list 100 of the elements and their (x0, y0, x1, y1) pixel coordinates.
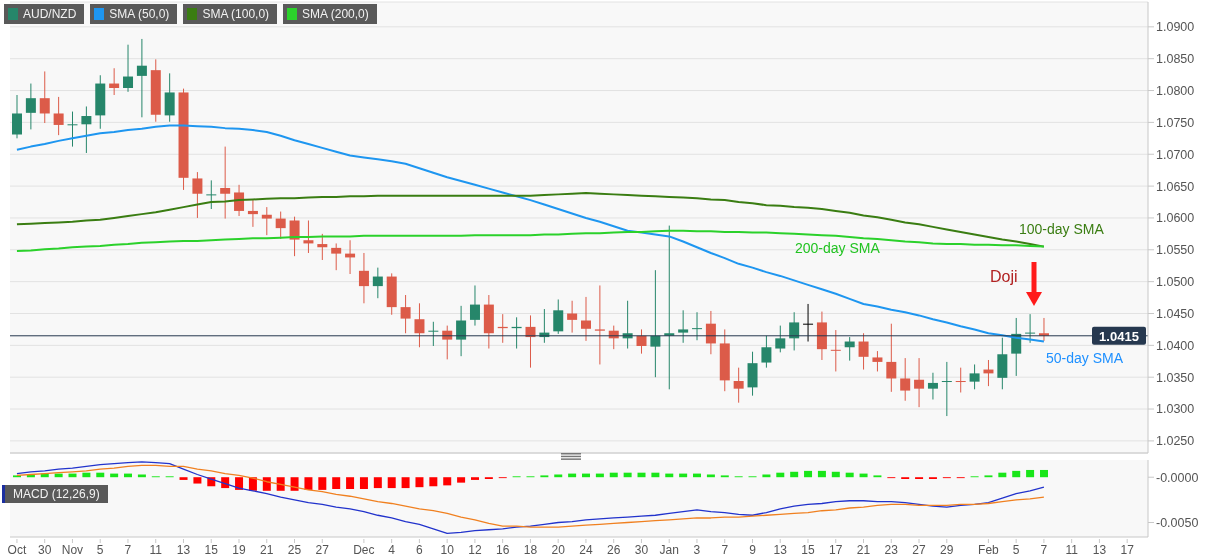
x-tick-label: Feb (978, 543, 1000, 555)
bar (137, 474, 146, 478)
x-tick-label: 27 (912, 543, 927, 555)
x-tick-label: 7 (1040, 543, 1048, 555)
candlestick (317, 233, 328, 261)
x-tick-label: 11 (149, 543, 163, 555)
candlestick (220, 146, 231, 220)
bar (790, 471, 799, 478)
candlestick (927, 372, 938, 400)
candlestick (428, 321, 439, 347)
x-tick-label: 6 (416, 543, 424, 555)
candlestick (733, 367, 744, 404)
bar (276, 477, 285, 491)
candlestick (594, 284, 605, 365)
x-tick-label: 4 (388, 543, 396, 555)
candlestick (997, 337, 1008, 390)
candlestick (331, 242, 342, 271)
candlestick (692, 311, 703, 341)
bar (470, 477, 479, 480)
bar (831, 471, 840, 478)
bar (1039, 469, 1048, 478)
candlestick (442, 325, 453, 360)
candlestick (705, 310, 716, 355)
legend-label: AUD/NZD (23, 7, 77, 21)
x-tick-label: 26 (607, 543, 621, 555)
bar (443, 477, 452, 486)
candlestick (136, 38, 147, 118)
candlestick (206, 179, 217, 210)
candlestick (414, 302, 425, 348)
candlestick (372, 267, 383, 299)
bar (429, 477, 438, 487)
candlestick (81, 105, 92, 154)
x-tick-label: 7 (124, 543, 132, 555)
x-tick-label: 3 (693, 543, 701, 555)
candlestick (39, 70, 50, 124)
candlestick (275, 211, 286, 240)
candlestick (164, 72, 175, 123)
candlestick (969, 363, 980, 390)
x-tick-label: 20 (551, 543, 566, 555)
x-tick-label: 17 (829, 543, 843, 555)
x-tick-label: 17 (1120, 543, 1135, 555)
x-tick-label: 15 (204, 543, 219, 555)
candlestick (914, 357, 925, 408)
candlestick (636, 328, 647, 355)
bar (415, 477, 424, 488)
candlestick (247, 199, 258, 228)
annotation: 200-day SMA (795, 240, 880, 256)
candlestick (303, 219, 314, 254)
x-tick-label: Nov (61, 543, 84, 555)
x-tick-label: 24 (579, 543, 593, 555)
bar (359, 477, 368, 489)
bar (290, 477, 299, 491)
annotation: 100-day SMA (1019, 221, 1104, 237)
candlestick (289, 216, 300, 257)
candlestick (456, 305, 467, 357)
candlestick (234, 184, 245, 217)
x-tick-label: Dec (353, 543, 375, 555)
candlestick (650, 269, 661, 378)
x-tick-label: 16 (495, 543, 510, 555)
y-tick-label: 1.0600 (1156, 211, 1195, 226)
candlestick (775, 325, 786, 353)
candlestick (581, 296, 591, 342)
bar (318, 477, 327, 490)
x-tick-label: 10 (440, 543, 455, 555)
candlestick (192, 171, 203, 219)
x-tick-label: 11 (1065, 543, 1079, 555)
x-tick-label: 19 (232, 543, 246, 555)
candlestick (67, 111, 78, 148)
text: MACD (12,26,9) (2, 485, 108, 503)
bar (193, 477, 202, 484)
x-tick-label: 25 (287, 543, 302, 555)
x-tick-label: 29 (940, 543, 954, 555)
candlestick (123, 44, 134, 93)
bar (817, 470, 826, 478)
x-tick-label: 5 (1012, 543, 1020, 555)
x-tick-label: 15 (801, 543, 815, 555)
candlestick (1025, 313, 1036, 344)
candlestick (803, 303, 814, 343)
bar (804, 470, 813, 478)
bar (401, 477, 410, 489)
x-tick-label: 18 (523, 543, 538, 555)
x-tick-label: 9 (749, 543, 757, 555)
candlestick (678, 309, 689, 344)
bar (457, 477, 466, 483)
bar (304, 477, 313, 490)
x-tick-label: 30 (38, 543, 52, 555)
y-tick-label: 1.0800 (1156, 83, 1195, 98)
bar (179, 477, 188, 480)
x-tick-label: Oct (7, 543, 27, 555)
y-tick-label: 1.0450 (1156, 306, 1195, 321)
bar (346, 477, 355, 489)
candlestick (358, 252, 369, 304)
x-tick-label: 5 (96, 543, 104, 555)
x-tick-label: 21 (856, 543, 871, 555)
candlestick (886, 323, 897, 393)
bar (387, 477, 396, 489)
bar (235, 477, 244, 490)
candlestick (900, 357, 911, 402)
bar (1012, 470, 1021, 478)
candlestick (400, 294, 411, 334)
